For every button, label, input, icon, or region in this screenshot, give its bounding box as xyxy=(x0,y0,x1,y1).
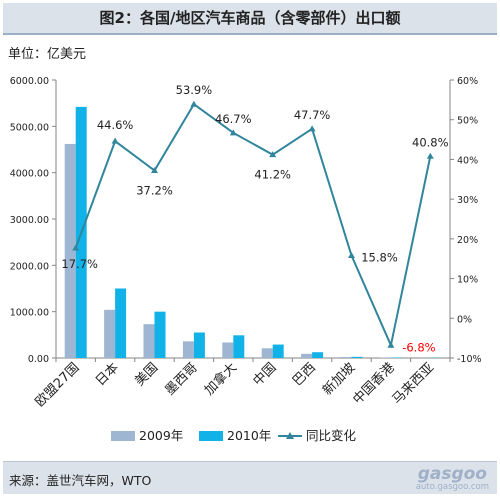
x-category-label: 中国 xyxy=(251,360,280,389)
legend-label-2009: 2009年 xyxy=(139,428,183,443)
y-left-tick-label: 2000.00 xyxy=(10,261,49,272)
source-text: 来源：盖世汽车网，WTO xyxy=(9,473,152,488)
bar-2009 xyxy=(301,353,313,358)
legend-swatch-2010 xyxy=(199,431,223,441)
data-label-yoy: 46.7% xyxy=(215,112,252,126)
line-point-yoy xyxy=(190,100,198,107)
data-label-yoy: 17.7% xyxy=(61,257,98,271)
x-category-label: 墨西哥 xyxy=(163,360,201,398)
y-right-tick-label: 50% xyxy=(457,116,478,127)
y-left-tick-label: 4000.00 xyxy=(10,169,49,180)
line-point-yoy xyxy=(151,167,158,174)
y-right-tick-label: 10% xyxy=(457,275,478,286)
y-left-tick-label: 6000.00 xyxy=(10,76,49,87)
bar-2010 xyxy=(193,332,205,358)
chart-title: 图2：各国/地区汽车商品（含零部件）出口额 xyxy=(3,3,497,35)
x-category-label: 美国 xyxy=(132,360,161,389)
x-category-label: 马来西亚 xyxy=(390,360,437,407)
line-yoy-change xyxy=(74,102,432,349)
bar-2009 xyxy=(261,348,273,358)
bar-2009 xyxy=(104,309,116,358)
bar-2009 xyxy=(340,356,352,358)
bar-2009 xyxy=(222,342,234,358)
legend-label-2010: 2010年 xyxy=(227,428,271,443)
data-label-yoy: 41.2% xyxy=(254,168,291,182)
y-left-tick-label: 0.00 xyxy=(28,354,49,365)
line-point-yoy xyxy=(269,151,277,158)
line-point-yoy xyxy=(72,244,80,251)
watermark-logo-text: gasgoo xyxy=(417,464,487,484)
line-point-yoy xyxy=(387,341,395,348)
legend-marker-yoy xyxy=(286,432,294,439)
bar-2009 xyxy=(182,341,194,358)
data-label-yoy: 40.8% xyxy=(412,135,449,149)
y-left-tick-label: 5000.00 xyxy=(10,122,49,133)
data-label-yoy: -6.8% xyxy=(402,340,435,354)
x-category-label: 欧盟27国 xyxy=(33,360,83,410)
line-point-yoy xyxy=(111,137,119,144)
legend-swatch-2009 xyxy=(111,431,135,441)
bar-2010 xyxy=(272,344,284,358)
y-left-tick-label: 3000.00 xyxy=(10,215,49,226)
legend-label-yoy: 同比变化 xyxy=(306,428,357,443)
bar-2010 xyxy=(115,288,127,358)
line-point-yoy xyxy=(308,125,316,132)
bar-2010 xyxy=(233,335,245,358)
watermark-url: auto.gasgoo.com xyxy=(415,482,489,492)
unit-label: 单位：亿美元 xyxy=(8,47,87,62)
data-label-yoy: 15.8% xyxy=(361,251,398,265)
x-category-label: 新加坡 xyxy=(319,360,358,399)
bar-2010 xyxy=(154,311,166,358)
y-right-tick-label: 30% xyxy=(457,195,478,206)
bar-2010 xyxy=(312,352,324,358)
y-right-tick-label: 60% xyxy=(457,76,478,87)
watermark-logo: gasgoo auto.gasgoo.com xyxy=(381,464,491,492)
x-category-label: 日本 xyxy=(93,360,122,389)
y-right-tick-label: 0% xyxy=(457,314,472,325)
bar-2009 xyxy=(143,324,155,358)
data-label-yoy: 37.2% xyxy=(136,184,173,198)
line-point-yoy xyxy=(426,152,434,159)
bar-2010 xyxy=(351,356,363,358)
y-left-tick-label: 1000.00 xyxy=(10,308,49,319)
bar-2009 xyxy=(64,143,76,358)
y-right-tick-label: 40% xyxy=(457,155,478,166)
y-right-tick-label: -10% xyxy=(457,354,482,365)
line-point-yoy xyxy=(348,252,355,259)
x-category-label: 加拿大 xyxy=(201,360,240,399)
line-point-yoy xyxy=(229,129,237,136)
x-category-label: 巴西 xyxy=(290,360,319,389)
data-label-yoy: 44.6% xyxy=(97,118,134,132)
x-category-label: 中国香港 xyxy=(350,360,397,407)
source-bar: 来源：盖世汽车网，WTO gasgoo auto.gasgoo.com xyxy=(3,461,497,494)
data-label-yoy: 53.9% xyxy=(176,83,213,97)
data-label-yoy: 47.7% xyxy=(294,108,331,122)
y-right-tick-label: 20% xyxy=(457,235,478,246)
